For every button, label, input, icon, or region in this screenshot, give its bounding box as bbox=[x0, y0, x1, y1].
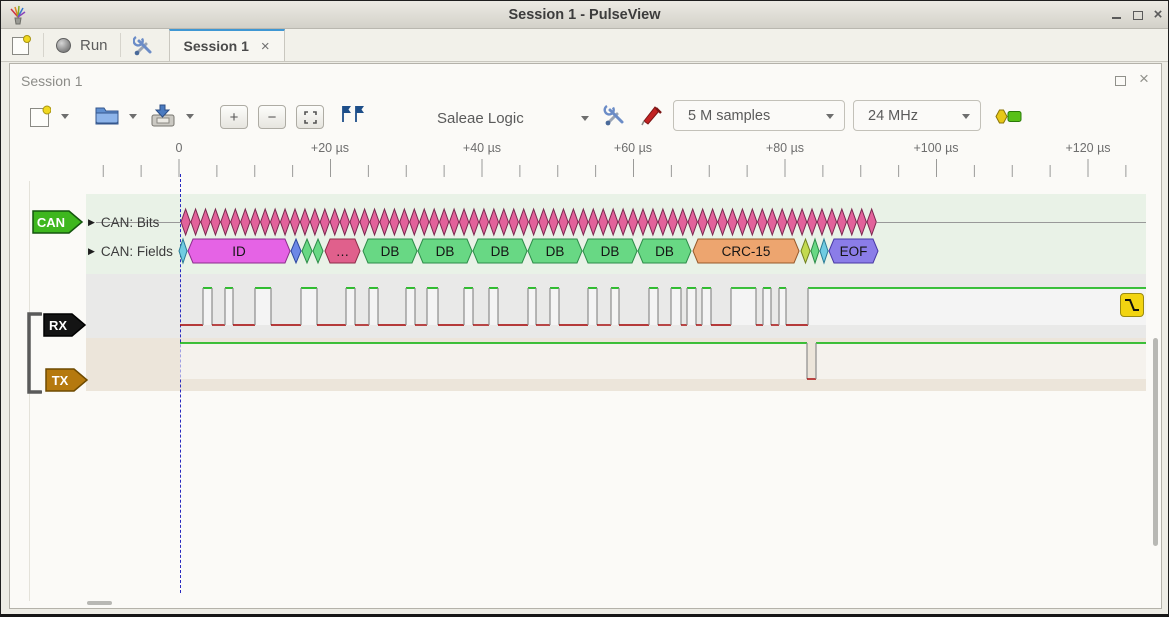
run-icon bbox=[56, 37, 71, 53]
sample-count-value: 5 M samples bbox=[688, 107, 771, 124]
titlebar: Session 1 - PulseView × bbox=[1, 1, 1168, 29]
show-cursors-button[interactable] bbox=[339, 105, 367, 128]
vertical-scrollbar[interactable] bbox=[1153, 338, 1158, 546]
dropdown-caret-icon[interactable] bbox=[186, 114, 194, 119]
tab-close-icon[interactable]: × bbox=[260, 37, 270, 55]
zoom-fit-button[interactable] bbox=[296, 105, 324, 129]
dropdown-caret-icon[interactable] bbox=[61, 114, 69, 119]
zoom-fit-icon bbox=[303, 110, 317, 124]
channel-group-bracket bbox=[27, 312, 42, 394]
ruler-label: +100 µs bbox=[913, 141, 959, 155]
open-button[interactable] bbox=[94, 104, 120, 131]
toolbar-separator bbox=[43, 33, 44, 57]
rx-band bbox=[86, 274, 1146, 338]
zoom-out-button[interactable]: − bbox=[258, 105, 286, 129]
minimize-button[interactable] bbox=[1107, 7, 1125, 23]
ruler-label: 0 bbox=[175, 141, 183, 155]
add-decoder-button[interactable] bbox=[995, 108, 1023, 130]
add-decoder-icon bbox=[995, 109, 1022, 124]
new-document-icon bbox=[30, 105, 52, 127]
new-file-button[interactable] bbox=[29, 104, 52, 133]
row-label-can-fields[interactable]: ▶ CAN: Fields bbox=[88, 244, 173, 259]
sample-count-select[interactable]: 5 M samples bbox=[673, 100, 845, 131]
app-icon bbox=[10, 5, 26, 25]
falling-edge-icon bbox=[1125, 299, 1139, 311]
dropdown-caret-icon[interactable] bbox=[129, 114, 137, 119]
device-select[interactable]: Saleae Logic bbox=[429, 105, 597, 131]
probe-icon bbox=[641, 106, 662, 126]
time-zero-cursor-line bbox=[180, 174, 181, 593]
settings-button[interactable] bbox=[127, 29, 161, 61]
tx-channel-tag[interactable]: TX bbox=[45, 368, 89, 392]
svg-text:RX: RX bbox=[49, 318, 67, 333]
row-label-can-bits[interactable]: ▶ CAN: Bits bbox=[88, 215, 159, 230]
maximize-icon bbox=[1133, 10, 1143, 20]
sample-rate-select[interactable]: 24 MHz bbox=[853, 100, 981, 131]
run-label: Run bbox=[80, 36, 108, 54]
subwindow-close-button[interactable]: × bbox=[1139, 69, 1149, 88]
ruler-label: +80 µs bbox=[765, 141, 805, 155]
sample-rate-value: 24 MHz bbox=[868, 107, 918, 124]
ruler-label: +60 µs bbox=[613, 141, 653, 155]
tools-icon bbox=[603, 104, 624, 126]
cursor-flags-icon bbox=[342, 106, 364, 122]
session-tab[interactable]: Session 1 × bbox=[168, 29, 285, 61]
expander-icon[interactable]: ▶ bbox=[88, 246, 95, 256]
float-icon bbox=[1115, 76, 1126, 86]
ruler-label: +120 µs bbox=[1065, 141, 1111, 155]
run-button[interactable]: Run bbox=[50, 29, 114, 61]
zoom-out-icon: − bbox=[267, 108, 277, 126]
horizontal-scrollbar[interactable] bbox=[87, 601, 112, 605]
close-icon: × bbox=[1153, 6, 1163, 23]
dropdown-caret-icon bbox=[581, 116, 589, 121]
ruler-label: +20 µs bbox=[310, 141, 350, 155]
save-icon bbox=[151, 104, 175, 127]
svg-text:TX: TX bbox=[52, 373, 69, 388]
window-title: Session 1 - PulseView bbox=[508, 7, 661, 23]
tab-label: Session 1 bbox=[183, 38, 249, 54]
zoom-in-icon: + bbox=[229, 108, 239, 126]
rx-channel-tag[interactable]: RX bbox=[43, 313, 87, 337]
channels-button[interactable] bbox=[641, 103, 665, 131]
new-document-icon bbox=[12, 35, 31, 55]
subwindow-title: Session 1 bbox=[21, 73, 83, 89]
tools-icon bbox=[132, 35, 152, 55]
tx-band bbox=[86, 338, 1146, 391]
minimize-icon bbox=[1111, 16, 1121, 20]
close-button[interactable]: × bbox=[1149, 7, 1167, 23]
device-select-value: Saleae Logic bbox=[437, 109, 524, 127]
expander-icon[interactable]: ▶ bbox=[88, 217, 95, 227]
main-toolbar: Run Session 1 × bbox=[1, 29, 1168, 62]
save-button[interactable] bbox=[150, 104, 176, 133]
can-decoder-tag[interactable]: CAN bbox=[32, 210, 84, 234]
trigger-marker[interactable] bbox=[1120, 293, 1144, 317]
zoom-in-button[interactable]: + bbox=[220, 105, 248, 129]
dropdown-caret-icon bbox=[826, 114, 834, 119]
dropdown-caret-icon bbox=[962, 114, 970, 119]
float-button[interactable] bbox=[1115, 76, 1126, 86]
row-label-text: CAN: Bits bbox=[100, 215, 160, 230]
new-session-button[interactable] bbox=[5, 29, 37, 61]
ruler-label: +40 µs bbox=[462, 141, 502, 155]
row-label-text: CAN: Fields bbox=[100, 244, 173, 259]
toolbar-separator bbox=[119, 33, 121, 57]
configure-device-button[interactable] bbox=[603, 103, 627, 131]
svg-text:CAN: CAN bbox=[37, 215, 65, 230]
folder-icon bbox=[95, 107, 119, 125]
maximize-button[interactable] bbox=[1129, 7, 1147, 23]
decode-band bbox=[86, 194, 1146, 274]
